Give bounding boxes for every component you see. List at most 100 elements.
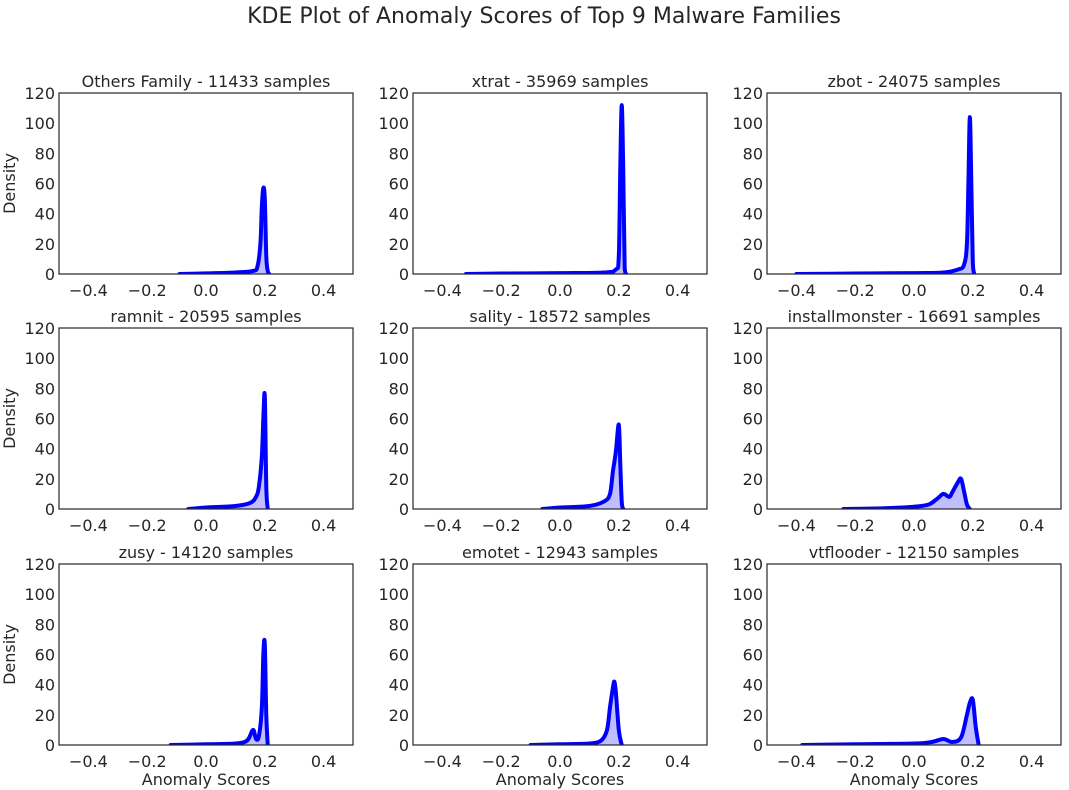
y-tick-label: 0 (753, 265, 763, 284)
y-tick-label: 120 (378, 319, 409, 338)
y-tick-label: 40 (35, 205, 55, 224)
y-tick-label: 100 (378, 114, 409, 133)
subplot-2: xtrat - 35969 samples 0 20 40 60 80 100 120 −0.4… (378, 72, 708, 300)
x-tick-label: −0.4 (69, 281, 108, 300)
axes-frame (766, 327, 1062, 510)
y-tick-label: 120 (24, 319, 55, 338)
y-tick-label: 60 (35, 410, 55, 429)
axes-frame (412, 327, 708, 510)
y-tick-label: 40 (743, 205, 763, 224)
y-tick-label: 60 (743, 175, 763, 194)
x-tick-label: −0.4 (777, 752, 816, 771)
y-axis-label: Density (0, 388, 19, 449)
subplot-title: Others Family - 11433 samples (82, 72, 331, 91)
x-tick-label: 0.2 (960, 516, 985, 535)
x-tick-label: 0.4 (665, 516, 690, 535)
y-tick-label: 60 (389, 175, 409, 194)
x-tick-label: 0.2 (606, 281, 631, 300)
axes-frame (58, 327, 354, 510)
axes-frame (58, 563, 354, 746)
y-tick-label: 80 (743, 615, 763, 634)
y-tick-label: 100 (24, 349, 55, 368)
x-tick-label: 0.4 (311, 281, 336, 300)
y-tick-label: 40 (389, 676, 409, 695)
kde-fill (843, 478, 970, 509)
subplot-title: sality - 18572 samples (469, 307, 650, 326)
x-tick-label: −0.4 (69, 752, 108, 771)
y-axis-label: Density (0, 153, 19, 214)
x-tick-label: 0.4 (665, 281, 690, 300)
x-tick-label: 0.2 (252, 516, 277, 535)
y-tick-label: 100 (378, 585, 409, 604)
x-tick-label: 0.2 (606, 516, 631, 535)
kde-curve (463, 103, 629, 274)
x-tick-label: −0.2 (128, 752, 167, 771)
x-tick-label: 0.4 (1019, 752, 1044, 771)
y-tick-label: 20 (35, 235, 55, 254)
axes-frame (412, 563, 708, 746)
subplot-4: ramnit - 20595 samples 0 20 40 60 80 100 120 −0.… (0, 307, 354, 535)
axes-frame (766, 92, 1062, 275)
y-tick-label: 100 (732, 585, 763, 604)
y-tick-label: 20 (743, 235, 763, 254)
x-axis-label: Anomaly Scores (496, 770, 624, 789)
kde-fill (465, 105, 627, 274)
y-tick-label: 60 (743, 646, 763, 665)
kde-curve (794, 115, 977, 274)
kde-curve (177, 185, 272, 274)
y-tick-label: 120 (378, 84, 409, 103)
y-tick-label: 0 (45, 736, 55, 755)
y-tick-label: 40 (35, 440, 55, 459)
y-tick-label: 60 (389, 646, 409, 665)
x-tick-label: 0.0 (547, 752, 572, 771)
x-tick-label: 0.4 (1019, 516, 1044, 535)
subplot-3: zbot - 24075 samples 0 20 40 60 80 100 120 −0.4 −… (732, 72, 1062, 300)
x-tick-label: 0.2 (960, 752, 985, 771)
y-tick-label: 80 (389, 144, 409, 163)
y-tick-label: 20 (743, 706, 763, 725)
y-axis-label: Density (0, 624, 19, 685)
subplot-title: zusy - 14120 samples (119, 543, 294, 562)
y-tick-label: 60 (389, 410, 409, 429)
x-tick-label: −0.4 (777, 516, 816, 535)
subplot-9: vtflooder - 12150 samples 0 20 40 60 80 100 120… (732, 543, 1062, 789)
y-tick-label: 0 (399, 265, 409, 284)
x-tick-label: 0.0 (193, 516, 218, 535)
y-tick-label: 100 (732, 349, 763, 368)
axes-frame (412, 92, 708, 275)
x-tick-label: 0.2 (252, 752, 277, 771)
figure-title: KDE Plot of Anomaly Scores of Top 9 Malw… (247, 4, 841, 29)
kde-curve (168, 637, 270, 745)
y-tick-label: 40 (389, 205, 409, 224)
subplot-6: installmonster - 16691 samples 0 20 40 60 80 1… (732, 307, 1062, 535)
kde-curve (528, 679, 624, 745)
x-tick-label: 0.4 (311, 516, 336, 535)
y-tick-label: 40 (35, 676, 55, 695)
y-tick-label: 120 (732, 84, 763, 103)
kde-fill (188, 392, 268, 509)
subplot-title: emotet - 12943 samples (462, 543, 658, 562)
x-tick-label: 0.2 (606, 752, 631, 771)
subplot-title: ramnit - 20595 samples (110, 307, 301, 326)
y-tick-label: 0 (753, 736, 763, 755)
y-tick-label: 80 (35, 144, 55, 163)
y-tick-label: 0 (45, 500, 55, 519)
y-tick-label: 40 (389, 440, 409, 459)
x-tick-label: 0.0 (901, 281, 926, 300)
y-tick-label: 20 (389, 235, 409, 254)
y-tick-label: 120 (24, 555, 55, 574)
x-tick-label: 0.4 (311, 752, 336, 771)
y-tick-label: 20 (35, 706, 55, 725)
y-tick-label: 40 (743, 676, 763, 695)
y-tick-label: 80 (389, 615, 409, 634)
y-tick-label: 80 (389, 379, 409, 398)
x-tick-label: 0.0 (901, 516, 926, 535)
y-tick-label: 100 (378, 349, 409, 368)
kde-curve (841, 476, 972, 509)
y-tick-label: 0 (399, 500, 409, 519)
x-tick-label: −0.2 (836, 516, 875, 535)
y-tick-label: 20 (35, 470, 55, 489)
y-tick-label: 80 (743, 144, 763, 163)
axes-frame (58, 92, 354, 275)
